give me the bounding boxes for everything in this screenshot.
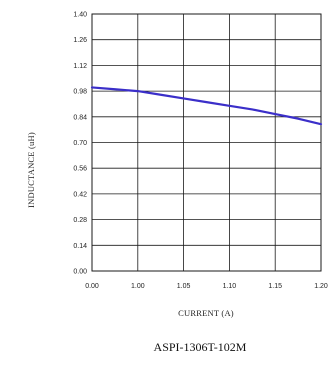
y-axis-label: INDUCTANCE (uH): [26, 132, 36, 208]
series-layer: [90, 86, 323, 126]
x-axis-label: CURRENT (A): [178, 308, 234, 318]
y-tick-label: 0.70: [73, 140, 87, 147]
chart-caption: ASPI-1306T-102M: [154, 340, 247, 354]
x-tick-label: 1.05: [177, 283, 191, 290]
plot-frame: [91, 13, 322, 272]
y-tick-label: 0.14: [73, 243, 87, 250]
series-line: [90, 86, 323, 126]
x-tick-label: 0.00: [85, 283, 99, 290]
x-tick-label: 1.20: [314, 283, 328, 290]
y-tick-label: 0.28: [73, 217, 87, 224]
x-tick-label: 1.00: [131, 283, 145, 290]
y-tick-label: 0.56: [73, 166, 87, 173]
y-tick-label: 1.40: [73, 12, 87, 19]
x-tick-labels: 0.00 1.00 1.05 1.10 1.15 1.20: [85, 283, 328, 290]
y-tick-label: 0.42: [73, 191, 87, 198]
y-tick-label: 1.26: [73, 37, 87, 44]
y-tick-label: 0.84: [73, 114, 87, 121]
x-tick-label: 1.15: [268, 283, 282, 290]
x-tick-label: 1.10: [223, 283, 237, 290]
plot-border: [91, 13, 322, 272]
grid: [91, 13, 322, 272]
y-tick-label: 1.12: [73, 63, 87, 70]
y-tick-labels: 0.00 0.14 0.28 0.42 0.56 0.70 0.84 0.98 1.12 1.26…: [73, 12, 87, 276]
y-tick-label: 0.00: [73, 269, 87, 276]
y-tick-label: 0.98: [73, 89, 87, 96]
